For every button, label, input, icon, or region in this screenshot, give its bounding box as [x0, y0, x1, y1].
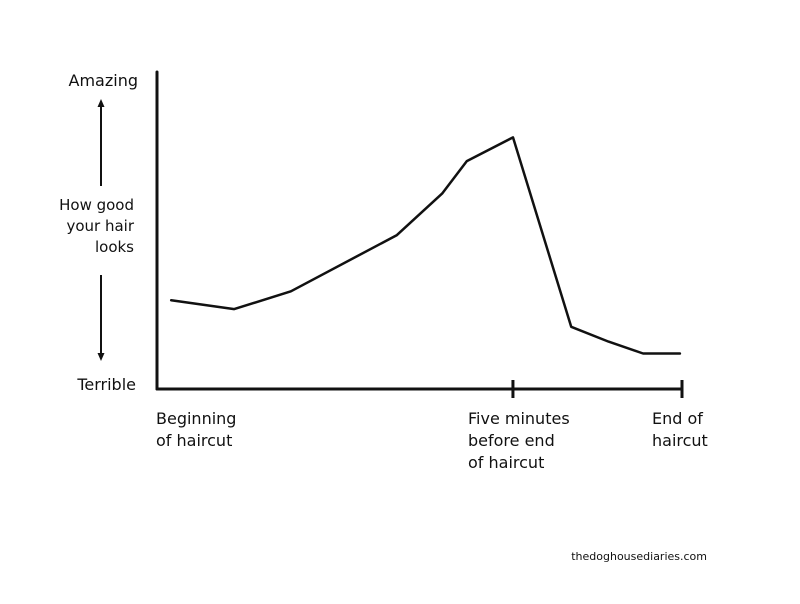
x-tick-label: End of: [652, 409, 703, 428]
x-tick-label: of haircut: [156, 431, 232, 450]
x-tick-label: before end: [468, 431, 555, 450]
credit-text: thedoghousediaries.com: [571, 550, 707, 563]
y-axis-bottom-label: Terrible: [76, 375, 136, 394]
x-tick-label: Five minutes: [468, 409, 570, 428]
x-tick-label: Beginning: [156, 409, 236, 428]
x-tick-label: of haircut: [468, 453, 544, 472]
up-arrow-icon: [97, 99, 105, 186]
down-arrow-icon: [97, 275, 105, 361]
y-axis-top-label: Amazing: [69, 71, 138, 90]
y-axis-label-line-2: your hair: [66, 217, 134, 235]
series-line: [169, 136, 682, 355]
y-axis-label-line-1: How good: [59, 196, 134, 214]
x-ticks: Beginning of haircut Five minutes before en…: [156, 380, 708, 472]
y-axis-label-line-3: looks: [95, 238, 134, 256]
x-tick-label: haircut: [652, 431, 708, 450]
